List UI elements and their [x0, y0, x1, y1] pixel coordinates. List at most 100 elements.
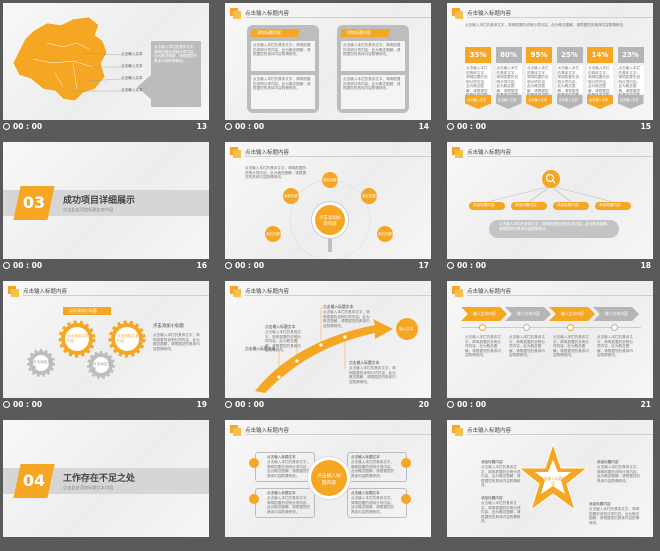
slide-footer: 00 : 00 14: [225, 121, 431, 133]
percent-text-box: 点击输入本栏的具体文字，简明扼要的说明分项内容，此为概念图解，请根据您的具体内容…: [495, 65, 522, 102]
slide-thumb-19[interactable]: 点击输入标题内容 点击添加小标题 点击添加文本内容 点击添加文本内容 点击添加文…: [0, 278, 212, 412]
slide-time: 00 : 00: [13, 400, 43, 409]
slide-time: 00 : 00: [457, 400, 487, 409]
chevron-step: [593, 307, 639, 321]
map-label-2: 点击输入文本: [121, 64, 143, 68]
center-circle: [315, 205, 345, 235]
box-title-1: 点击输入标题文本: [267, 455, 296, 459]
slide-thumb-24[interactable]: 点击输入标题内容 点击输入标题内容 添加标题内容 点击输入本栏的具体文字，简明扼…: [444, 417, 656, 551]
wrench-icon: [401, 458, 411, 468]
point-title-4: 点击输入标题文本: [245, 346, 276, 351]
target-label: 输入文本: [399, 327, 414, 331]
node-label-1: 添加关键字: [284, 194, 301, 198]
slide-thumb-14[interactable]: 点击输入标题内容 添加标题内容 添加标题内容 点击输入本栏的具体文字，简明扼要的…: [222, 0, 434, 134]
point-text-4: 点击输入本栏的具体文字，简明扼要的说明分项内容，此为概念图解，请根据您的具体内容…: [589, 507, 640, 525]
step-text: 点击输入本栏的具体文字，简明扼要的说明分项内容，此为概念图解，请根据您的具体内容…: [597, 335, 633, 357]
node-label-4: 添加标题内容: [599, 203, 621, 207]
slide-number: 16: [196, 261, 207, 270]
gear-label-1: 点击添加文本内容: [67, 334, 89, 343]
point-title-3: 添加标题内容: [481, 496, 503, 500]
percent-tile: 23%: [617, 47, 644, 63]
text-box-4: 点击输入本栏的具体文字，简明扼要的说明分项内容，此为概念图解，请根据您的具体内容…: [341, 75, 405, 109]
node-label-3: 添加标题内容: [557, 203, 579, 207]
arrow-down-icon: [617, 95, 644, 109]
slide-footer: 00 : 00 13: [3, 121, 209, 133]
chevron-label: 输入文本内容: [605, 311, 628, 316]
slide-thumb-15[interactable]: 点击输入标题内容 点击输入本栏的具体文字，简明扼要的说明分项内容，此为概念图解，…: [444, 0, 656, 134]
point-text-1: 点击输入本栏的具体文字，简明扼要的说明分项内容，此为概念图解，请根据您的具体内容…: [481, 465, 521, 487]
chevron-label: 输入文本内容: [561, 311, 584, 316]
slide-time: 00 : 00: [13, 122, 43, 131]
slide-thumb-13[interactable]: 点击输入文本 点击输入文本 点击输入文本 点击输入文本 点击输入本栏的具体文字，…: [0, 0, 212, 134]
chevron-label: 输入文本内容: [473, 311, 496, 316]
center-circle: [311, 460, 347, 496]
chart-icon: [249, 458, 259, 468]
arrow-down-icon: [465, 95, 491, 109]
section-number: 03: [22, 193, 46, 212]
clock-icon: [447, 401, 454, 408]
center-label: 点击添加标题内容: [319, 216, 341, 227]
slide-canvas: 点击输入标题内容 点击添加小标题 点击添加文本内容 点击添加文本内容 点击添加文…: [3, 281, 209, 398]
arrow-down-icon: [587, 95, 613, 109]
clock-icon: [447, 262, 454, 269]
percent-text-box: 点击输入本栏的具体文字，简明扼要的说明分项内容，此为概念图解，请根据您的具体内容…: [465, 65, 491, 102]
slide-canvas: 点击输入标题内容 添加标题内容 添加标题内容 点击输入本栏的具体文字，简明扼要的…: [225, 3, 431, 120]
slide-canvas: 03 成功项目详细展示 点击此处添加标题文本内容: [3, 142, 209, 259]
map-label-1: 点击输入文本: [121, 52, 143, 56]
slide-thumb-21[interactable]: 点击输入标题内容 输入文本内容 点击输入本栏的具体文字，简明扼要的说明分项内容，此…: [444, 278, 656, 412]
slide-canvas: 点击输入标题内容 输入文本 点击输入标题文本 点击输入本栏的具体文字，简明扼要的…: [225, 281, 431, 398]
slide-thumb-18[interactable]: 点击输入标题内容 添加标题内容 添加标题内容 添加标题内容 添加标题内容 点击输…: [444, 139, 656, 273]
clock-icon: [3, 123, 10, 130]
slide-title: 点击输入标题内容: [245, 150, 290, 156]
radial-diagram: [289, 179, 371, 259]
slide-thumb-17[interactable]: 点击输入标题内容 点击输入本栏的具体文字，简明扼要的说明分项内容，此为概念图解，…: [222, 139, 434, 273]
slide-canvas: 点击输入文本 点击输入文本 点击输入文本 点击输入文本 点击输入本栏的具体文字，…: [3, 3, 209, 120]
arrow-label: 点击输入文本: [589, 98, 609, 102]
section-title: 工作存在不足之处: [63, 474, 136, 484]
node-pill-1: [469, 202, 505, 210]
summary-pill: [489, 220, 619, 238]
gear-label-4: 点击添加文本: [93, 362, 111, 371]
gear-label-2: 点击添加文本内容: [117, 334, 139, 343]
star-icon: [517, 442, 589, 512]
banner-label: 点击添加小标题: [69, 308, 97, 313]
slide-thumb-22[interactable]: 04 工作存在不足之处 点击此处添加标题文本内容: [0, 417, 212, 551]
slide-time: 00 : 00: [457, 261, 487, 270]
point-text-3: 点击输入本栏的具体文字，简明扼要的说明分项内容，此为概念图解，请根据您的具体内容…: [481, 501, 521, 523]
slide-time: 00 : 00: [235, 400, 265, 409]
arrow-down-icon: [556, 95, 583, 109]
slide-number: 18: [640, 261, 651, 270]
gear-label-3: 点击添加文本: [33, 360, 51, 369]
point-title-1: 点击输入标题文本: [323, 304, 354, 309]
node-label-2: 添加关键字: [323, 178, 340, 182]
slide-number: 14: [418, 122, 429, 131]
arrow-label: 点击输入文本: [558, 98, 578, 102]
slide-footer: 00 : 00 17: [225, 260, 431, 272]
step-text: 点击输入本栏的具体文字，简明扼要的说明分项内容，此为概念图解，请根据您的具体内容…: [553, 335, 589, 357]
slide-footer: 00 : 00 15: [447, 121, 653, 133]
section-number: 04: [22, 471, 46, 490]
point-title-4: 添加标题内容: [589, 502, 611, 506]
clock-icon: [225, 401, 232, 408]
node-label-4: 添加关键字: [266, 232, 283, 236]
step-dot: [567, 324, 574, 331]
intro-text: 点击输入本栏的具体文字，简明扼要的说明分项内容，此为概念图解，请根据您的具体内容…: [245, 166, 307, 179]
step-dot: [523, 324, 530, 331]
box-text-3: 点击输入本栏的具体文字，简明扼要的说明分项内容，此为概念图解，请根据您的具体内容…: [351, 460, 395, 478]
slide-time: 00 : 00: [457, 122, 487, 131]
percent-tile: 25%: [556, 47, 583, 63]
slide-thumb-16[interactable]: 03 成功项目详细展示 点击此处添加标题文本内容 00 : 00 16: [0, 139, 212, 273]
slide-number: 21: [640, 400, 651, 409]
percent-text-box: 点击输入本栏的具体文字，简明扼要的说明分项内容，此为概念图解，请根据您的具体内容…: [617, 65, 644, 102]
center-label: 点击输入标题内容: [317, 474, 341, 486]
point-text-3: 点击输入本栏的具体文字，简明扼要的说明分项内容，此为概念图解，请根据您的具体内容…: [349, 366, 396, 384]
slide-number: 17: [418, 261, 429, 270]
slide-title: 点击输入标题内容: [467, 11, 512, 17]
slide-thumb-23[interactable]: 点击输入标题内容 点击输入标题文本 点击输入本栏的具体文字，简明扼要的说明分项内…: [222, 417, 434, 551]
slide-thumb-20[interactable]: 点击输入标题内容 输入文本 点击输入标题文本 点击输入本栏的具体文字，简明扼要的…: [222, 278, 434, 412]
arrow-down-icon: [526, 95, 552, 109]
tag-right-label: 添加标题内容: [347, 30, 371, 35]
slide-footer: 00 : 00 19: [3, 399, 209, 411]
slide-canvas: 04 工作存在不足之处 点击此处添加标题文本内容: [3, 420, 209, 537]
text-box-2: 点击输入本栏的具体文字，简明扼要的说明分项内容，此为概念图解，请根据您的具体内容…: [251, 75, 315, 109]
